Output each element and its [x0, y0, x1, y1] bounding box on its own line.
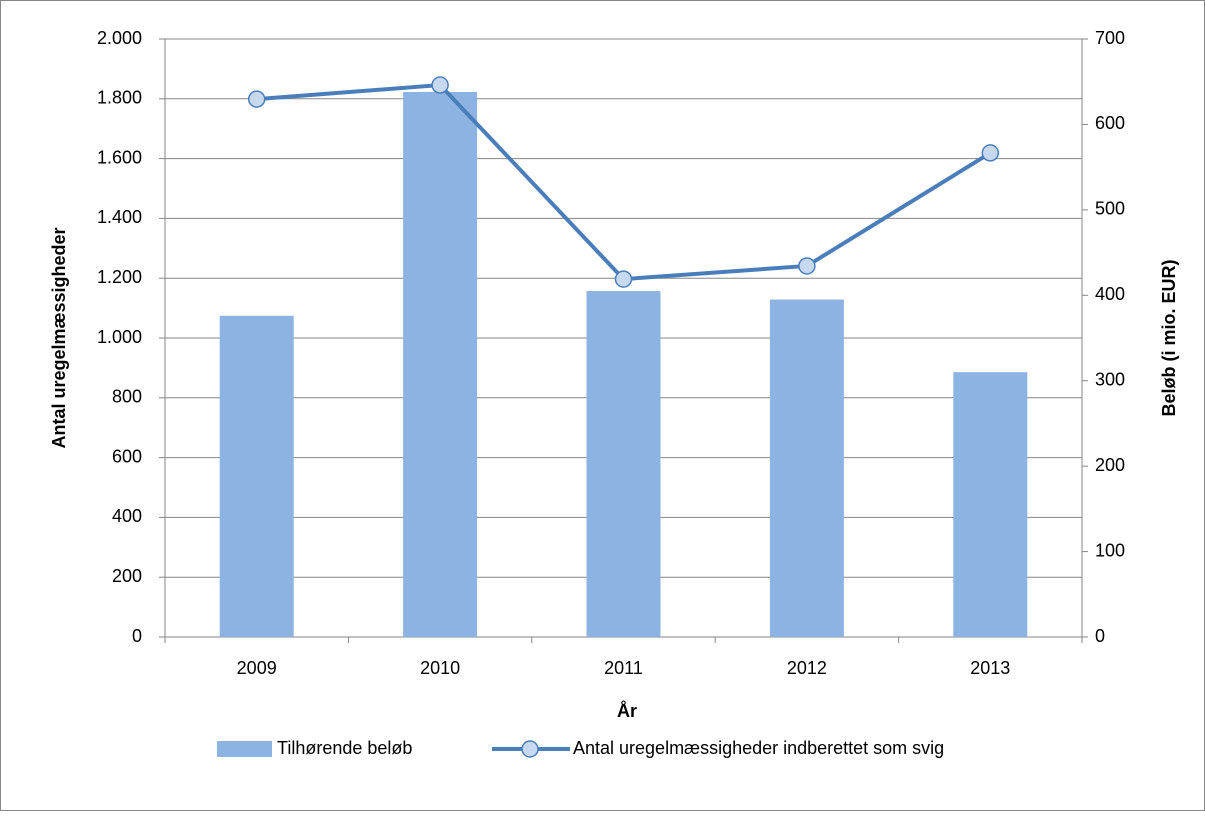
y-tick-label: 1.400: [97, 207, 142, 227]
line-marker: [798, 257, 816, 275]
bar: [219, 315, 294, 637]
y-tick-label: 1.800: [97, 88, 142, 108]
legend-marker: [521, 740, 539, 758]
bar: [953, 372, 1028, 637]
y2-tick-label: 200: [1095, 455, 1125, 475]
y-tick-label: 800: [112, 387, 142, 407]
legend-label: Tilhørende beløb: [277, 738, 412, 758]
y2-tick-label: 400: [1095, 284, 1125, 304]
y2-tick-label: 500: [1095, 199, 1125, 219]
x-axis-title: År: [617, 701, 637, 721]
bar: [403, 91, 478, 638]
x-tick-label: 2012: [787, 658, 827, 678]
y-tick-label: 0: [132, 626, 142, 646]
y-tick-label: 2.000: [97, 28, 142, 48]
line-marker: [247, 90, 266, 108]
bar: [769, 299, 844, 637]
line-marker: [431, 76, 449, 94]
y-tick-label: 400: [112, 506, 142, 526]
y2-tick-label: 600: [1095, 113, 1125, 133]
line-marker: [981, 144, 1000, 162]
legend-label: Antal uregelmæssigheder indberettet som …: [573, 738, 944, 758]
x-tick-label: 2013: [970, 658, 1010, 678]
y-tick-label: 200: [112, 566, 142, 586]
y-tick-label: 1.000: [97, 327, 142, 347]
y2-tick-label: 300: [1095, 369, 1125, 389]
x-tick-label: 2011: [604, 658, 643, 678]
legend-swatch: [217, 741, 272, 757]
y-tick-label: 1.200: [97, 267, 142, 287]
y2-tick-label: 700: [1095, 28, 1125, 48]
y2-axis-title: Beløb (i mio. EUR): [1159, 259, 1179, 416]
y-axis-title: Antal uregelmæssigheder: [49, 227, 69, 448]
line-marker: [614, 270, 633, 288]
y2-tick-label: 0: [1095, 626, 1105, 646]
bar: [586, 291, 661, 637]
y-tick-label: 1.600: [97, 147, 142, 167]
y2-tick-label: 100: [1095, 540, 1125, 560]
y-tick-label: 600: [112, 446, 142, 466]
x-tick-label: 2010: [420, 658, 460, 678]
x-tick-label: 2009: [237, 658, 277, 678]
